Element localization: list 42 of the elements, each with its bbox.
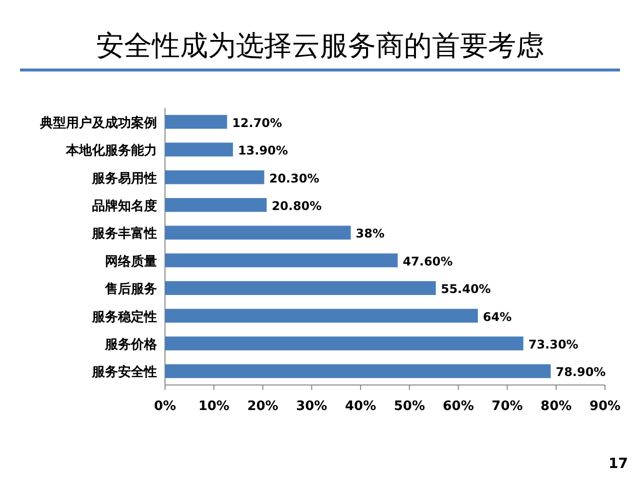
y-tick-label: 服务易用性 [91, 171, 157, 186]
y-tick-label: 服务丰富性 [91, 226, 157, 242]
x-tick-label: 90% [589, 399, 621, 414]
x-tick-label: 80% [540, 399, 572, 414]
x-tick-label: 0% [154, 399, 176, 414]
bar [165, 142, 233, 156]
bar [165, 336, 524, 350]
data-label: 78.90% [556, 365, 606, 380]
bar [165, 170, 264, 184]
data-label: 38% [356, 226, 385, 241]
x-tick-label: 30% [296, 399, 328, 414]
y-tick-label: 服务稳定性 [91, 308, 157, 325]
y-tick-label: 服务安全性 [91, 364, 157, 380]
chart-title: 安全性成为选择云服务商的首要考虑 [96, 29, 544, 62]
y-tick-label: 品牌知名度 [92, 198, 157, 214]
bar [165, 198, 267, 212]
y-tick-label: 服务价格 [104, 337, 158, 352]
data-label: 55.40% [440, 282, 491, 296]
x-tick-label: 20% [247, 399, 278, 414]
text: 17 [608, 456, 628, 472]
y-tick-label: 售后服务 [104, 281, 157, 298]
x-tick-label: 50% [394, 399, 426, 414]
y-tick-label: 本地化服务能力 [65, 142, 157, 159]
y-tick-label: 典型用户及成功案例 [39, 114, 157, 131]
x-tick-label: 60% [442, 399, 474, 414]
bar [165, 253, 398, 268]
data-label: 13.90% [238, 144, 288, 158]
bar [165, 226, 351, 240]
bar [165, 281, 436, 295]
bar [165, 114, 228, 129]
x-tick-label: 70% [492, 399, 523, 414]
bar [165, 364, 551, 378]
x-tick-label: 40% [344, 399, 376, 414]
data-label: 20.30% [269, 171, 320, 186]
data-label: 73.30% [528, 337, 578, 352]
data-label: 47.60% [402, 254, 453, 268]
x-tick-label: 10% [198, 399, 230, 414]
y-tick-label: 网络质量 [105, 253, 157, 270]
bar [165, 308, 478, 323]
data-label: 12.70% [232, 116, 282, 130]
data-label: 64% [482, 310, 512, 324]
data-label: 20.80% [272, 198, 322, 213]
